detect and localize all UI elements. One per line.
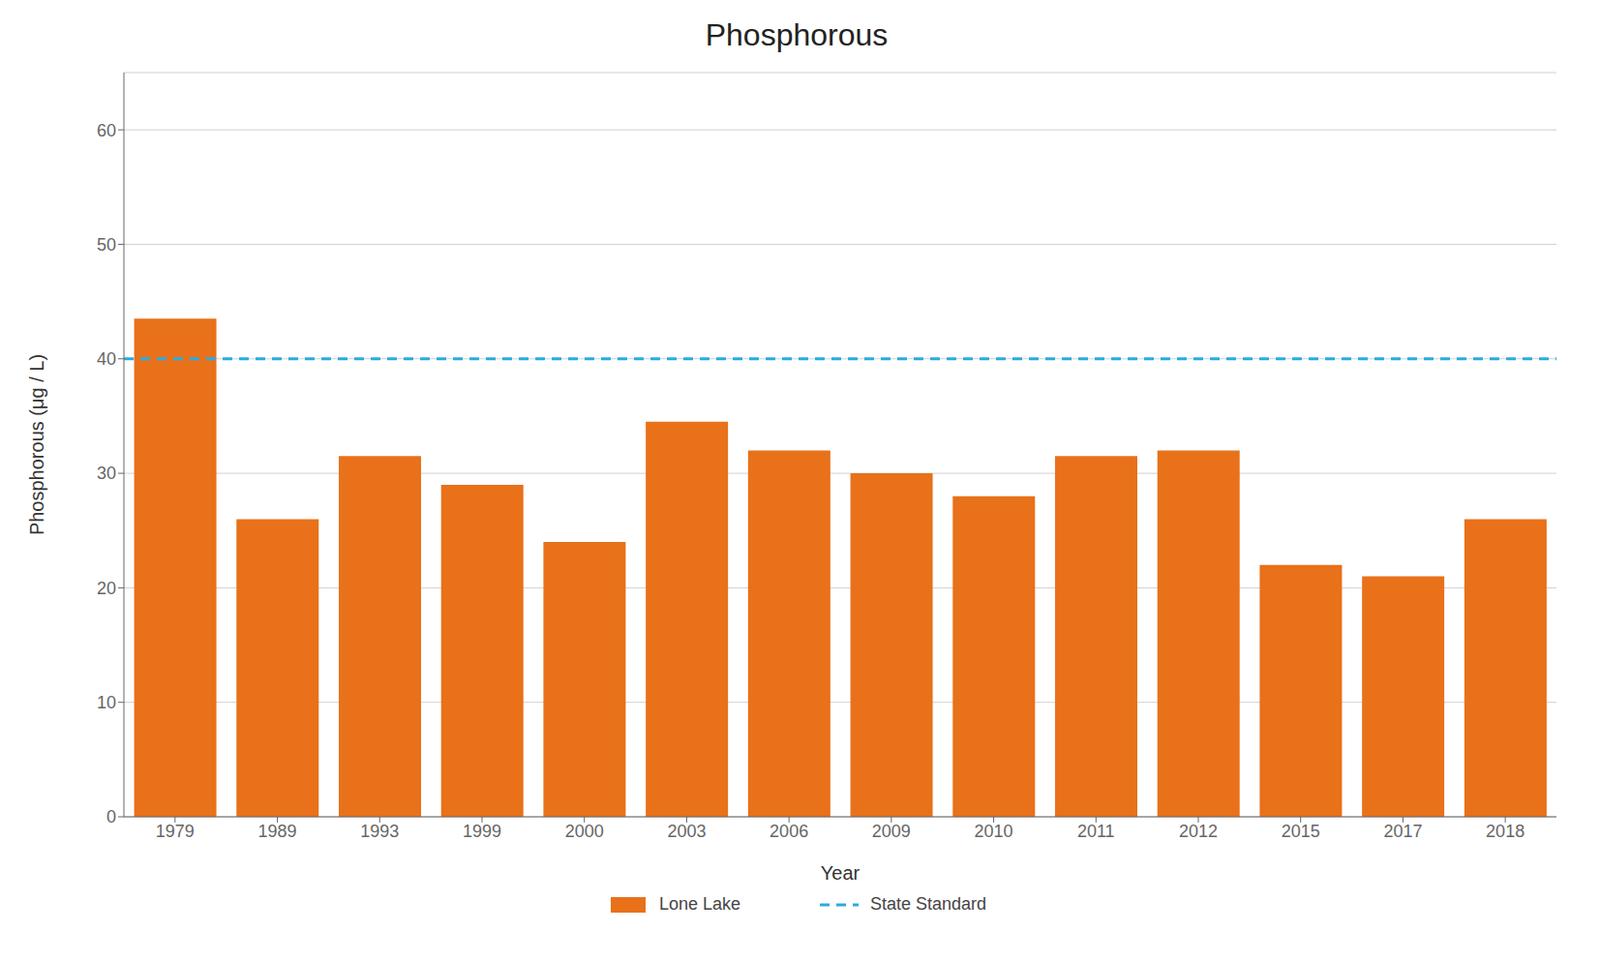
svg-text:2006: 2006 [769,821,809,842]
svg-text:20: 20 [96,578,117,599]
svg-text:1989: 1989 [258,821,298,842]
svg-text:2000: 2000 [565,821,604,842]
svg-text:50: 50 [96,235,117,255]
svg-text:1979: 1979 [155,821,195,842]
svg-text:0: 0 [106,807,117,827]
svg-text:2012: 2012 [1178,821,1218,842]
svg-text:Phosphorous (μg / L): Phosphorous (μg / L) [26,354,48,536]
svg-text:2018: 2018 [1485,821,1525,842]
svg-text:40: 40 [96,349,117,369]
svg-text:2010: 2010 [974,821,1014,842]
svg-text:1999: 1999 [462,821,502,842]
svg-text:10: 10 [96,693,117,713]
html-text:Phosphorous: Phosphorous [705,17,888,53]
svg-text:2003: 2003 [666,821,706,842]
svg-text:2011: 2011 [1077,821,1116,842]
svg-text:2015: 2015 [1281,821,1321,842]
svg-text:2009: 2009 [872,821,911,842]
html-text:Lone Lake: Lone Lake [659,894,741,914]
html-text:State Standard: State Standard [870,894,987,914]
svg-text:1993: 1993 [360,821,399,842]
svg-text:60: 60 [96,120,117,141]
svg-text:30: 30 [96,463,117,484]
svg-text:2017: 2017 [1383,821,1422,842]
svg-text:Year: Year [820,862,861,884]
